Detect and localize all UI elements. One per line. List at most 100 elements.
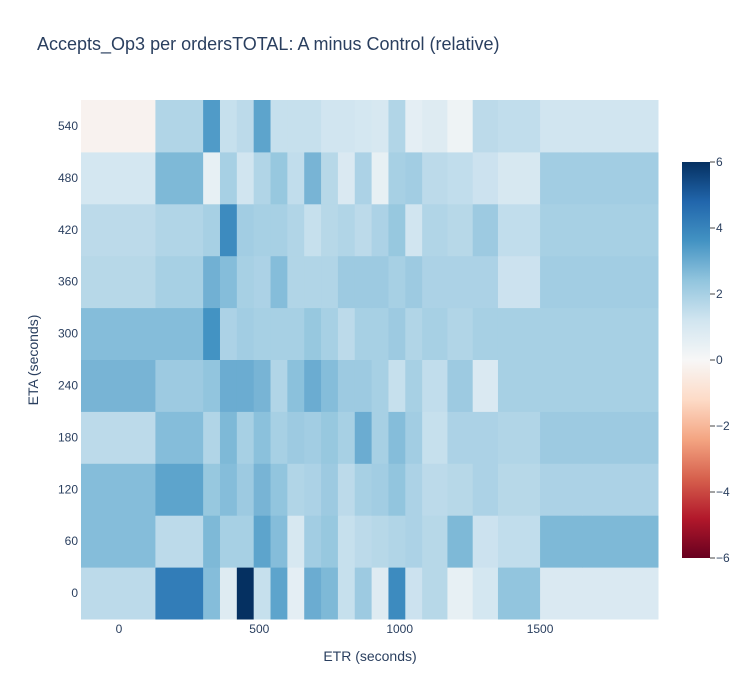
y-tick-label: 240 [58,378,78,392]
heatmap-cell [472,411,499,464]
heatmap-cell [472,203,499,257]
heatmap-cell [497,359,541,412]
heatmap-cell [405,307,423,360]
heatmap-cell [371,100,389,153]
heatmap-cell [337,255,356,309]
heatmap-cell [540,463,583,516]
heatmap-cell [155,411,204,464]
heatmap-cell [371,151,389,205]
heatmap-cell [81,203,156,257]
heatmap-cell [304,203,322,257]
heatmap-cell [371,359,389,412]
heatmap-cell [270,100,288,153]
heatmap-cell [540,100,583,153]
colorbar-tick-label: 2 [716,287,723,301]
heatmap-cell [219,515,238,568]
heatmap-cell [405,151,423,205]
heatmap-cell [81,515,156,568]
x-axis-title: ETR (seconds) [323,648,416,664]
heatmap-cell [203,307,221,360]
heatmap-cell [422,515,448,568]
heatmap-cell [388,307,406,360]
y-tick-label: 120 [58,482,78,496]
heatmap-cell [388,463,406,516]
heatmap-cell [497,567,541,620]
heatmap-cell [472,255,499,309]
chart-title: Accepts_Op3 per ordersTOTAL: A minus Con… [37,34,500,55]
heatmap-cell [371,203,389,257]
heatmap-cell [472,100,499,153]
heatmap-cell [337,203,356,257]
heatmap-cell [582,151,659,205]
heatmap-cell [337,567,356,620]
heatmap-cell [540,567,583,620]
heatmap-cell [270,151,288,205]
heatmap-cell [321,411,339,464]
y-tick-label: 420 [58,223,78,237]
heatmap-cell [354,515,373,568]
heatmap-cell [582,411,659,464]
heatmap-cell [304,359,322,412]
heatmap-cell [287,411,305,464]
x-tick-label: 1500 [527,622,554,636]
heatmap-cell [447,307,474,360]
heatmap-cell [287,203,305,257]
colorbar-ticks: 6 4 2 0 −2 −4 −6 [710,155,730,565]
heatmap-cell [497,411,541,464]
heatmap-cell [253,151,272,205]
heatmap-cell [287,151,305,205]
heatmap-cell [472,463,499,516]
heatmap-cell [540,255,583,309]
heatmap-cell [497,203,541,257]
heatmap-cell [81,463,156,516]
y-tick-label: 180 [58,430,78,444]
heatmap-cell [337,515,356,568]
heatmap-cell [422,203,448,257]
heatmap-cell [155,307,204,360]
heatmap-cell [219,151,238,205]
heatmap-cell [405,411,423,464]
heatmap-cell [422,411,448,464]
heatmap-cell [321,100,339,153]
heatmap-cell [203,515,221,568]
colorbar-tick-label: −2 [716,419,730,433]
heatmap-cell [203,151,221,205]
y-tick-label: 480 [58,171,78,185]
heatmap-cell [304,515,322,568]
heatmap-cell [253,567,272,620]
heatmap-cell [388,411,406,464]
colorbar-tick-label: 0 [716,353,723,367]
heatmap-cell [270,463,288,516]
heatmap-cell [472,151,499,205]
heatmap-cell [253,411,272,464]
heatmap-cell [253,515,272,568]
heatmap-cell [422,100,448,153]
colorbar: 6 4 2 0 −2 −4 −6 [682,155,730,565]
heatmap-cell [253,100,272,153]
heatmap-cell [236,203,255,257]
heatmap-cell [388,359,406,412]
y-tick-label: 360 [58,275,78,289]
heatmap-cell [203,255,221,309]
heatmap-cell [447,567,474,620]
heatmap-cell [472,567,499,620]
x-tick-label: 0 [116,622,123,636]
heatmap-cell [354,255,373,309]
heatmap-cell [236,411,255,464]
heatmap-cell [219,359,238,412]
heatmap-cell [540,411,583,464]
heatmap-cell [447,359,474,412]
heatmap-cell [219,567,238,620]
heatmap-cell [236,255,255,309]
heatmap-cell [155,100,204,153]
heatmap-cell [155,515,204,568]
heatmap-cell [337,307,356,360]
heatmap-cell [321,515,339,568]
heatmap-cell [354,411,373,464]
heatmap-cell [253,307,272,360]
heatmap-cell [337,411,356,464]
heatmap-cell [337,359,356,412]
heatmap-cell [287,255,305,309]
heatmap-cell [155,359,204,412]
